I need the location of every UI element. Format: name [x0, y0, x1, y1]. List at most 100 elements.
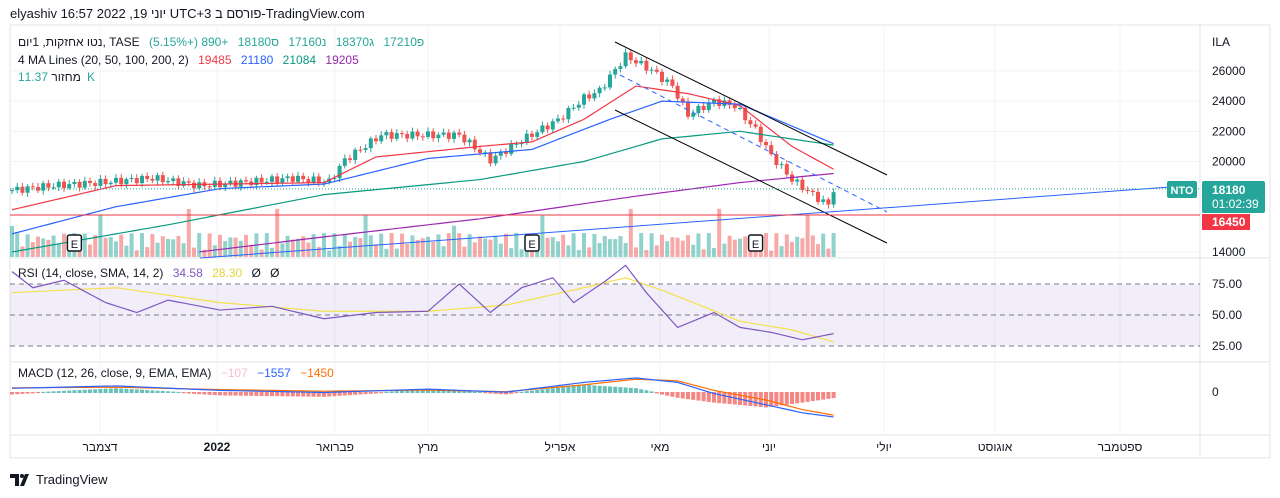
- macd-histogram-bar: [545, 388, 550, 393]
- volume-bar: [758, 246, 763, 257]
- candle-body: [431, 131, 436, 139]
- low-value: נ17160: [288, 35, 327, 49]
- macd-histogram-bar: [223, 392, 228, 396]
- ma100-value: 21084: [282, 53, 317, 67]
- macd-histogram-bar: [311, 392, 316, 397]
- macd-histogram-bar: [592, 385, 597, 393]
- candle-body: [264, 181, 269, 183]
- macd-histogram-bar: [342, 392, 347, 396]
- volume-bar: [514, 233, 519, 257]
- candle-body: [379, 135, 384, 142]
- volume-label[interactable]: מחזור: [51, 70, 81, 84]
- candle-body: [514, 143, 519, 145]
- macd-histogram-bar: [514, 392, 519, 394]
- macd-histogram-bar: [114, 388, 118, 393]
- macd-histogram-bar: [280, 392, 285, 397]
- macd-histogram-bar: [192, 392, 196, 394]
- candle-body: [394, 133, 399, 139]
- earnings-marker: [747, 234, 764, 252]
- chart-canvas[interactable]: דצמבר 2022 פברואר מרץ אפריל מאי יוני יולי אוגוסט…: [0, 0, 1280, 470]
- symbol-tag-label: NTO: [1170, 185, 1193, 197]
- horizontal-line-price: 16450: [1212, 215, 1246, 229]
- candle-body: [353, 149, 358, 161]
- candle-body: [665, 79, 670, 82]
- candle-body: [556, 118, 560, 122]
- price-tick: 22000: [1212, 124, 1246, 138]
- candle-body: [290, 176, 295, 182]
- macd-histogram-bar: [639, 389, 644, 393]
- macd-histogram-bar: [493, 392, 498, 394]
- candle-body: [795, 179, 800, 182]
- volume-bar: [160, 236, 165, 257]
- time-axis-label: אוגוסט: [978, 440, 1013, 454]
- macd-histogram-bar: [244, 392, 248, 396]
- volume-bar: [680, 240, 685, 257]
- volume-bar: [238, 240, 243, 257]
- macd-histogram-bar: [509, 392, 514, 394]
- volume-bar: [810, 235, 815, 257]
- volume-bar: [654, 245, 659, 257]
- symbol-name[interactable]: נטו אחזקות, 1יום, TASE: [18, 35, 140, 49]
- macd-histogram-bar: [25, 392, 30, 394]
- volume-bar: [774, 233, 779, 257]
- candle-body: [660, 71, 664, 82]
- volume-bar: [467, 234, 472, 257]
- macd-histogram-bar: [103, 388, 108, 393]
- volume-bar: [197, 233, 202, 257]
- volume-bar: [36, 236, 40, 257]
- candle-body: [259, 177, 264, 183]
- time-axis-label: פברואר: [316, 440, 354, 454]
- candle-body: [748, 120, 753, 125]
- candle-body: [566, 107, 571, 120]
- candle-body: [280, 178, 285, 183]
- macd-histogram-bar: [415, 389, 420, 393]
- volume-bar: [280, 243, 285, 257]
- volume-bar: [296, 238, 300, 257]
- tradingview-logo[interactable]: TradingView: [10, 472, 108, 487]
- volume-bar: [275, 208, 280, 257]
- candle-body: [592, 93, 597, 99]
- macd-histogram-bar: [717, 392, 722, 404]
- candle-body: [717, 99, 722, 106]
- candle-body: [244, 180, 248, 182]
- macd-histogram-bar: [264, 392, 269, 397]
- candle-body: [639, 60, 644, 64]
- macd-histogram-bar: [680, 392, 685, 399]
- volume-bar: [701, 249, 706, 257]
- candle-body: [732, 104, 737, 109]
- ma-label[interactable]: 4 MA Lines (20, 50, 100, 200, 2): [18, 53, 189, 67]
- candle-body: [316, 176, 321, 183]
- ma20-line: [11, 85, 834, 211]
- candle-body: [134, 178, 139, 184]
- volume-bar: [332, 233, 337, 257]
- volume-bar: [124, 245, 129, 257]
- macd-histogram-bar: [478, 392, 482, 393]
- volume-bar: [374, 244, 378, 257]
- price-tick: 24000: [1212, 94, 1246, 108]
- macd-label[interactable]: MACD (12, 26, close, 9, EMA, EMA): [18, 366, 212, 380]
- volume-bar: [587, 247, 592, 257]
- macd-histogram-bar: [51, 391, 56, 393]
- macd-histogram-bar: [431, 389, 436, 393]
- macd-histogram-bar: [322, 392, 326, 397]
- volume-bar: [420, 238, 425, 257]
- volume-bar: [504, 233, 508, 257]
- candle-body: [197, 182, 202, 189]
- rsi-label[interactable]: RSI (14, close, SMA, 14, 2): [18, 266, 164, 280]
- macd-histogram-bar: [686, 392, 690, 400]
- macd-signal-line: [11, 378, 834, 416]
- candle-body: [368, 138, 373, 149]
- macd-signal-value: −1450: [300, 366, 334, 380]
- macd-histogram-bar: [181, 392, 186, 394]
- volume-bar: [488, 239, 493, 257]
- change-value: +890 (+5.15%): [148, 35, 229, 49]
- macd-histogram-bar: [332, 392, 337, 397]
- candle-body: [826, 199, 831, 205]
- volume-bar: [108, 237, 113, 257]
- macd-histogram-bar: [358, 392, 363, 395]
- volume-bar: [327, 250, 332, 257]
- candle-body: [530, 133, 534, 137]
- volume-bar: [566, 245, 571, 257]
- candle-body: [670, 79, 675, 86]
- channel-lower-line: [614, 109, 888, 244]
